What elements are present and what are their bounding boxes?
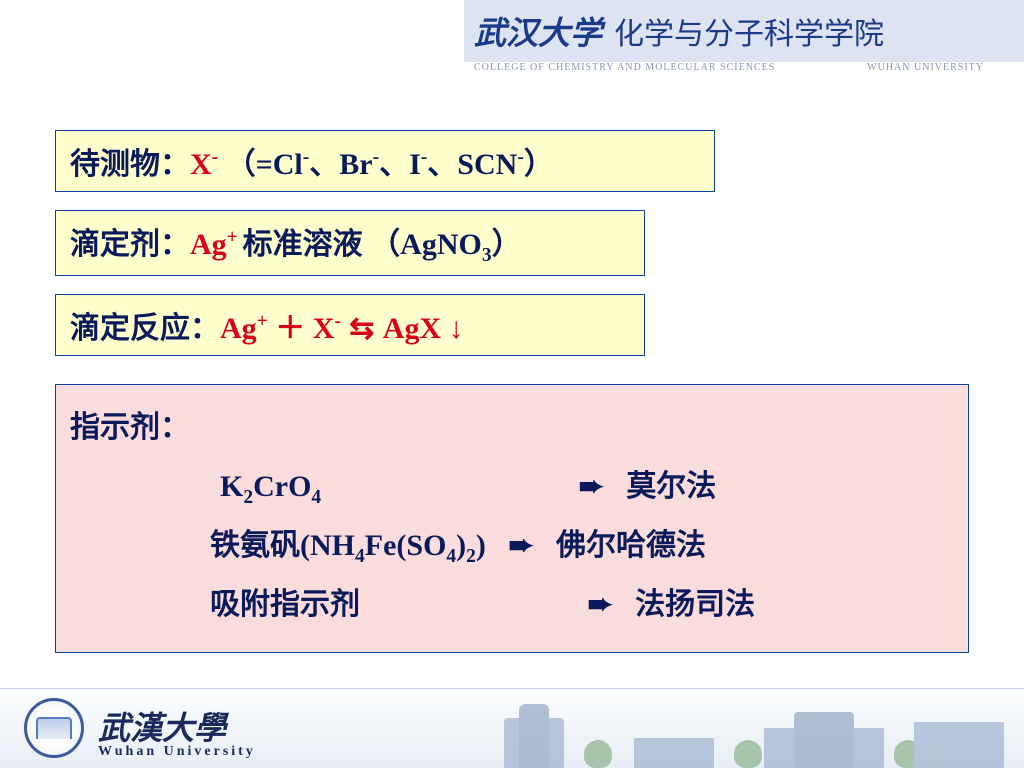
mohr-method: 莫尔法 xyxy=(626,470,716,503)
k2cro4-2: 2 xyxy=(243,487,253,508)
ferric-2: 2 xyxy=(466,546,476,567)
arrow-2: ➨ xyxy=(508,529,533,562)
reaction-ag: Ag xyxy=(220,312,257,345)
reaction-ag-charge: + xyxy=(257,311,268,332)
footer-uni-cn: 武漢大學 xyxy=(98,712,256,744)
arrow-1: ➨ xyxy=(579,470,604,503)
k2cro4-k: K xyxy=(220,470,243,503)
analyte-box: 待测物：X- （=Cl-、Br-、I-、SCN-） xyxy=(55,130,715,192)
header-subtitle: COLLEGE OF CHEMISTRY AND MOLECULAR SCIEN… xyxy=(464,62,1024,73)
volhard-method: 佛尔哈德法 xyxy=(556,529,706,562)
ferric-paren: ) xyxy=(456,529,466,562)
analyte-x-charge: - xyxy=(212,147,219,168)
analyte-label: 待测物： xyxy=(70,148,190,181)
reaction-x: X xyxy=(313,312,335,345)
adsorption-label: 吸附指示剂 xyxy=(210,588,360,621)
titrant-ag: Ag xyxy=(190,228,227,261)
arrow-3: ➨ xyxy=(588,588,613,621)
indicator-label: 指示剂： xyxy=(70,399,954,458)
sep-br: 、Br xyxy=(309,148,372,181)
university-seal-icon xyxy=(24,698,84,758)
header-dept-en: COLLEGE OF CHEMISTRY AND MOLECULAR SCIEN… xyxy=(474,62,775,73)
reaction-plus: ＋ xyxy=(268,312,313,345)
header-banner: 武汉大学 化学与分子科学学院 xyxy=(464,0,1024,62)
reaction-down: ↓ xyxy=(449,312,464,345)
ferric-prefix: 铁氨矾(NH xyxy=(210,529,355,562)
sep-scn: 、SCN xyxy=(427,148,517,181)
reaction-box: 滴定反应：Ag+ ＋ X- ⇆ AgX ↓ xyxy=(55,294,645,356)
footer-text: 武漢大學 Wuhan University xyxy=(98,712,256,760)
indicator-row-3: 吸附指示剂 ➨ 法扬司法 xyxy=(70,576,954,635)
ferric-so4: 4 xyxy=(446,546,456,567)
k2cro4-cro: CrO xyxy=(253,470,311,503)
footer-uni-en: Wuhan University xyxy=(98,744,256,760)
footer: 武漢大學 Wuhan University xyxy=(0,688,1024,768)
header-uni-en: WUHAN UNIVERSITY xyxy=(867,62,984,73)
ferric-nh4: 4 xyxy=(355,546,365,567)
ferric-feso: Fe(SO xyxy=(365,529,447,562)
titrant-no3: 3 xyxy=(482,245,492,266)
analyte-x: X xyxy=(190,148,212,181)
ferric-close: ) xyxy=(476,529,486,562)
header-dept-cn: 化学与分子科学学院 xyxy=(614,9,884,53)
titrant-ag-charge: + xyxy=(227,227,243,248)
sep-i: 、I xyxy=(379,148,421,181)
titrant-close: ） xyxy=(492,228,522,261)
reaction-eq: ⇆ xyxy=(341,312,383,345)
reaction-agx: AgX xyxy=(383,312,449,345)
indicator-box: 指示剂： K2CrO4 ➨ 莫尔法 铁氨矾(NH4Fe(SO4)2) ➨ 佛尔哈… xyxy=(55,384,969,653)
titrant-label: 滴定剂： xyxy=(70,228,190,261)
header-uni-cn: 武汉大学 xyxy=(474,8,602,54)
titrant-box: 滴定剂：Ag+ 标准溶液 （AgNO3） xyxy=(55,210,645,276)
analyte-list-start: （=Cl xyxy=(226,148,303,181)
titrant-std: 标准溶液 （AgNO xyxy=(243,228,482,261)
slide-content: 待测物：X- （=Cl-、Br-、I-、SCN-） 滴定剂：Ag+ 标准溶液 （… xyxy=(55,130,969,653)
k2cro4-4: 4 xyxy=(311,487,321,508)
footer-scenery xyxy=(484,688,1024,768)
indicator-row-2: 铁氨矾(NH4Fe(SO4)2) ➨ 佛尔哈德法 xyxy=(70,517,954,576)
fajans-method: 法扬司法 xyxy=(635,588,755,621)
indicator-row-1: K2CrO4 ➨ 莫尔法 xyxy=(70,458,954,517)
analyte-list-close: ） xyxy=(524,148,554,181)
reaction-label: 滴定反应： xyxy=(70,312,220,345)
